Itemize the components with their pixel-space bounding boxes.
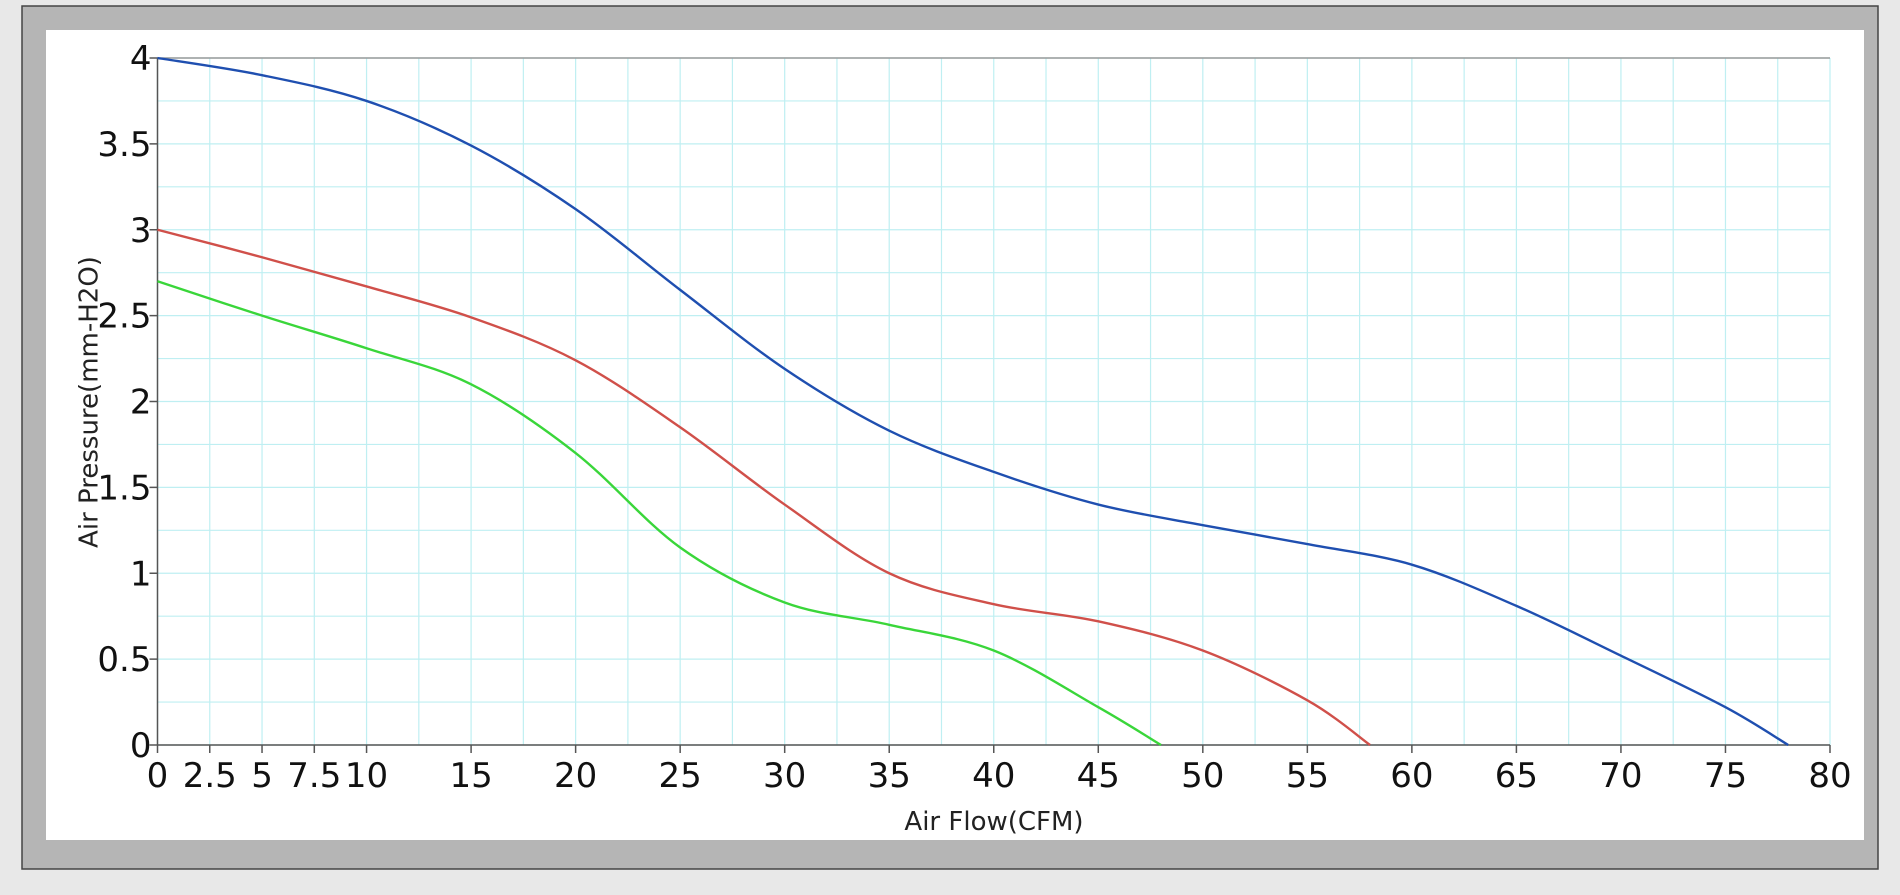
x-tick-label: 20 bbox=[554, 756, 597, 796]
x-tick-label: 7.5 bbox=[287, 756, 341, 796]
x-axis-title: Air Flow(CFM) bbox=[904, 807, 1083, 837]
x-tick-label: 35 bbox=[868, 756, 911, 796]
y-tick-label: 3 bbox=[130, 211, 152, 251]
x-tick-label: 10 bbox=[345, 756, 388, 796]
y-tick-label: 4 bbox=[130, 39, 152, 79]
x-tick-label: 70 bbox=[1599, 756, 1642, 796]
x-tick-label: 55 bbox=[1286, 756, 1329, 796]
y-tick-label: 2.5 bbox=[97, 297, 151, 337]
x-tick-label: 50 bbox=[1181, 756, 1224, 796]
x-tick-label: 25 bbox=[659, 756, 702, 796]
y-tick-label: 1 bbox=[130, 554, 152, 594]
y-axis-title: Air Pressure(mm-H2O) bbox=[75, 256, 105, 548]
x-tick-label: 5 bbox=[251, 756, 273, 796]
y-tick-label: 0.5 bbox=[97, 640, 151, 680]
panel bbox=[46, 30, 1864, 840]
y-tick-label: 3.5 bbox=[97, 125, 151, 165]
plot bbox=[157, 56, 1789, 747]
x-tick-label: 65 bbox=[1495, 756, 1538, 796]
curve bbox=[157, 228, 1371, 746]
x-tick-label: 0 bbox=[147, 756, 169, 796]
curve bbox=[157, 280, 1162, 747]
y-tick-label: 2 bbox=[130, 383, 152, 423]
x-tick-label: 45 bbox=[1077, 756, 1120, 796]
grid: 0 2.5 5 7.5 10 15 20 25 30 35 40 45 50 55 60 65 70 75 80 0 0… bbox=[97, 39, 1851, 796]
x-tick-label: 60 bbox=[1390, 756, 1433, 796]
x-tick-label: 40 bbox=[972, 756, 1015, 796]
x-tick-label: 2.5 bbox=[183, 756, 237, 796]
x-tick-label: 80 bbox=[1808, 756, 1851, 796]
x-tick-label: 15 bbox=[449, 756, 492, 796]
x-tick-label: 30 bbox=[763, 756, 806, 796]
x-tick-label: 75 bbox=[1704, 756, 1747, 796]
y-tick-label: 0 bbox=[130, 726, 152, 766]
curve bbox=[157, 56, 1789, 747]
y-tick-label: 1.5 bbox=[97, 468, 151, 508]
